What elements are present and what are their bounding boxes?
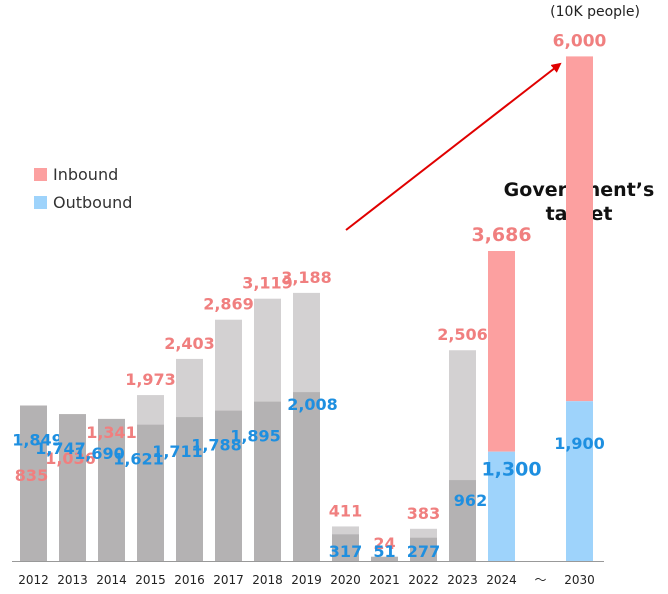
outbound-value-2014: 1,690 — [74, 444, 125, 463]
bar-outbound-2030 — [566, 401, 593, 561]
legend-item-inbound: Inbound — [34, 160, 132, 188]
bar-outbound-2020 — [332, 534, 359, 561]
outbound-value-2015: 1,621 — [113, 450, 164, 469]
bar-outbound-2017 — [215, 410, 242, 561]
outbound-value-2016: 1,711 — [152, 442, 203, 461]
outbound-value-2024: 1,300 — [481, 459, 541, 481]
outbound-value-2013: 1,747 — [35, 439, 86, 458]
x-tick-label-2018: 2018 — [252, 573, 283, 587]
inbound-value-2012: 835 — [15, 466, 48, 485]
x-tick-label-2020: 2020 — [330, 573, 361, 587]
x-tick-label-2012: 2012 — [18, 573, 49, 587]
inbound-value-2023: 2,506 — [437, 325, 488, 344]
x-tick-label-2016: 2016 — [174, 573, 205, 587]
bar-inbound-2024 — [488, 251, 515, 452]
inbound-value-2017: 2,869 — [203, 295, 254, 314]
legend: Inbound Outbound — [34, 160, 132, 216]
x-tick-label-2030: 2030 — [564, 573, 595, 587]
bar-outbound-2012 — [20, 405, 47, 561]
outbound-value-2022: 277 — [407, 542, 440, 561]
inbound-value-2022: 383 — [407, 504, 440, 523]
x-tick-label-2017: 2017 — [213, 573, 244, 587]
bar-outbound-2016 — [176, 417, 203, 561]
inbound-value-2030: 6,000 — [553, 31, 607, 51]
outbound-value-2023: 962 — [454, 491, 487, 510]
inbound-value-2021: 24 — [373, 534, 395, 553]
bar-inbound-2030 — [566, 56, 593, 402]
bar-outbound-2015 — [137, 424, 164, 561]
x-tick-label-gap: ～ — [534, 573, 546, 587]
x-tick-label-2013: 2013 — [57, 573, 88, 587]
legend-item-outbound: Outbound — [34, 188, 132, 216]
inbound-value-2024: 3,686 — [471, 224, 531, 246]
outbound-value-2019: 2,008 — [287, 395, 338, 414]
outbound-value-2018: 1,895 — [230, 427, 281, 446]
outbound-value-2030: 1,900 — [554, 434, 605, 453]
unit-label: (10K people) — [550, 4, 640, 20]
x-tick-label-2015: 2015 — [135, 573, 166, 587]
bar-outbound-2018 — [254, 401, 281, 561]
x-tick-label-2023: 2023 — [447, 573, 478, 587]
inbound-value-2014: 1,341 — [86, 423, 137, 442]
inbound-value-2013: 1,036 — [45, 449, 96, 468]
bar-outbound-2014 — [98, 418, 125, 561]
inbound-value-2015: 1,973 — [125, 370, 176, 389]
outbound-value-2021: 51 — [373, 542, 395, 561]
inbound-value-2016: 2,403 — [164, 334, 215, 353]
bar-outbound-2019 — [293, 392, 320, 561]
x-tick-label-2022: 2022 — [408, 573, 439, 587]
bar-outbound-2013 — [59, 414, 86, 561]
x-tick-label-2024: 2024 — [486, 573, 517, 587]
bar-outbound-2023 — [449, 480, 476, 561]
outbound-value-2020: 317 — [329, 542, 362, 561]
legend-label-inbound: Inbound — [53, 164, 119, 184]
inbound-value-2018: 3,119 — [242, 274, 293, 293]
bar-outbound-2024 — [488, 451, 515, 561]
x-tick-label-2021: 2021 — [369, 573, 400, 587]
inbound-value-2019: 3,188 — [281, 268, 332, 287]
outbound-value-2012: 1,849 — [12, 430, 63, 449]
legend-swatch-inbound — [34, 167, 47, 181]
x-tick-label-2014: 2014 — [96, 573, 127, 587]
legend-swatch-outbound — [34, 195, 47, 209]
outbound-value-2017: 1,788 — [191, 436, 242, 455]
legend-label-outbound: Outbound — [53, 192, 133, 212]
x-tick-label-2019: 2019 — [291, 573, 322, 587]
trend-arrow — [345, 62, 562, 231]
bar-outbound-2022 — [410, 537, 437, 561]
bar-outbound-2021 — [371, 556, 398, 561]
inbound-value-2020: 411 — [329, 501, 362, 520]
